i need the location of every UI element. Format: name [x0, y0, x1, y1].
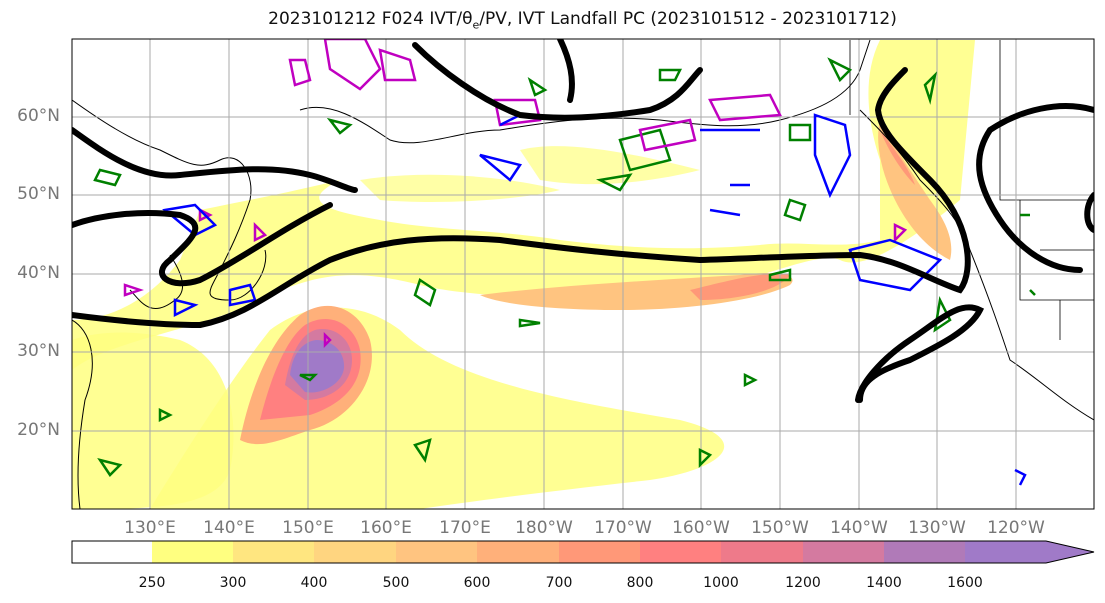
colorbar [71, 540, 1095, 564]
colorbar-tick: 300 [219, 575, 247, 591]
lat-label: 20°N [17, 420, 60, 440]
lon-label: 130°W [908, 518, 966, 538]
colorbar-tick: 800 [626, 575, 654, 591]
colorbar-tick: 1200 [785, 575, 821, 591]
colorbar-tick: 1400 [866, 575, 902, 591]
lon-label: 130°E [124, 518, 176, 538]
theta-e-pos-contours [123, 39, 908, 349]
lon-label: 180°W [515, 518, 573, 538]
lat-label: 50°N [17, 184, 60, 204]
lon-label: 170°W [594, 518, 652, 538]
colorbar-tick: 250 [138, 575, 166, 591]
lat-label: 60°N [17, 106, 60, 126]
pv-contours [93, 57, 1036, 477]
lon-label: 170°E [439, 518, 491, 538]
lon-label: 140°E [203, 518, 255, 538]
lon-label: 140°W [830, 518, 888, 538]
colorbar-tick: 500 [382, 575, 410, 591]
lat-label: 30°N [17, 341, 60, 361]
lon-label: 160°E [360, 518, 412, 538]
colorbar-tick: 700 [545, 575, 573, 591]
lon-label: 120°W [987, 518, 1045, 538]
lon-label: 150°W [751, 518, 809, 538]
colorbar-tick: 1600 [947, 575, 983, 591]
colorbar-tick: 600 [463, 575, 491, 591]
lon-label: 150°E [282, 518, 334, 538]
colorbar-tick: 400 [300, 575, 328, 591]
map-title: 2023101212 F024 IVT/θe/PV, IVT Landfall … [268, 9, 897, 32]
lat-label: 40°N [17, 263, 60, 283]
pc-lines [72, 39, 1094, 403]
colorbar-tick: 1000 [703, 575, 739, 591]
lon-label: 160°W [672, 518, 730, 538]
map-frame [71, 38, 1095, 510]
